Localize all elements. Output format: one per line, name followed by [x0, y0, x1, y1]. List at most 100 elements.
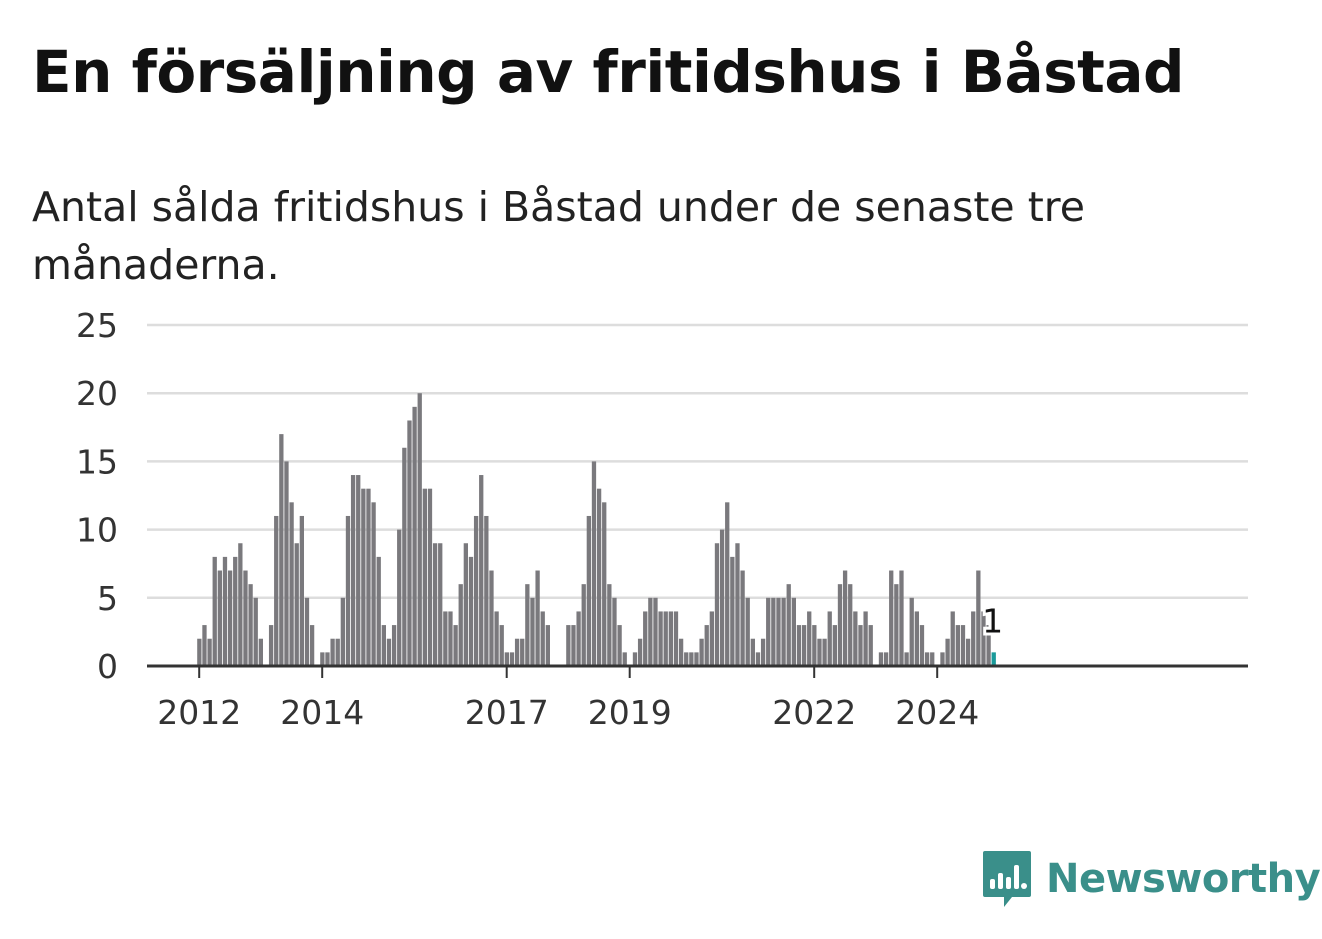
bar — [945, 638, 950, 666]
bar — [479, 475, 484, 666]
bar — [499, 625, 504, 666]
bar — [663, 611, 668, 666]
bar — [268, 625, 274, 666]
bar — [714, 543, 720, 666]
bar — [386, 638, 392, 666]
bar — [340, 597, 345, 666]
bar — [637, 638, 643, 666]
bar — [863, 611, 868, 666]
bar — [914, 611, 919, 666]
bar — [345, 515, 351, 666]
bar — [607, 584, 612, 666]
bar — [755, 652, 761, 666]
bar — [694, 652, 699, 666]
y-axis-labels: 0 5 10 15 20 25 — [76, 306, 118, 686]
bar — [807, 611, 812, 666]
highlight-value-label: 1 — [982, 601, 1003, 640]
bar — [371, 502, 376, 666]
bar — [356, 475, 361, 666]
bar — [448, 611, 453, 666]
x-tick-label: 2022 — [772, 693, 856, 732]
bar — [899, 570, 904, 666]
bar — [217, 570, 222, 666]
bar — [817, 638, 822, 666]
bar — [417, 393, 422, 666]
bar — [786, 584, 791, 666]
bar — [427, 488, 433, 666]
bar — [443, 611, 448, 666]
bar — [832, 625, 837, 666]
bar — [904, 652, 909, 666]
x-axis-labels: 2012 2014 2017 2019 2022 2024 — [157, 693, 979, 732]
x-tick-label: 2014 — [280, 693, 364, 732]
bar — [730, 556, 735, 666]
bar — [735, 543, 740, 666]
bar — [202, 625, 207, 666]
bar — [279, 434, 284, 666]
bar — [509, 652, 515, 666]
bar — [207, 638, 212, 666]
bar — [586, 515, 591, 666]
bar — [284, 461, 289, 666]
bar — [243, 570, 248, 666]
bar — [432, 543, 438, 666]
bar — [858, 625, 863, 666]
bar — [981, 611, 986, 666]
bar — [330, 638, 335, 666]
bar — [848, 584, 853, 666]
bar — [745, 597, 750, 666]
bar — [837, 584, 843, 666]
newsworthy-logo-icon — [983, 851, 1031, 907]
bar — [617, 625, 622, 666]
x-axis — [147, 664, 1248, 678]
bar — [704, 625, 709, 666]
bar — [684, 652, 689, 666]
bar — [827, 611, 832, 666]
bar — [494, 611, 499, 666]
bar — [689, 652, 694, 666]
y-tick-label: 25 — [76, 306, 118, 345]
bar — [325, 652, 330, 666]
bar — [545, 625, 550, 666]
bar — [309, 625, 315, 666]
bar — [991, 652, 996, 666]
bar — [402, 447, 407, 666]
bar — [361, 488, 366, 666]
bar — [673, 611, 679, 666]
bar — [853, 611, 858, 666]
bar — [955, 625, 960, 666]
bar — [581, 584, 586, 666]
bar — [760, 638, 766, 666]
x-tick-label: 2012 — [157, 693, 241, 732]
bar — [919, 625, 925, 666]
bar — [591, 461, 597, 666]
bar — [699, 638, 704, 666]
bar — [940, 652, 945, 666]
bar — [335, 638, 340, 666]
bar — [212, 556, 217, 666]
bar — [422, 488, 427, 666]
bar — [294, 543, 299, 666]
bar — [253, 597, 258, 666]
bar — [791, 597, 796, 666]
bar — [668, 611, 673, 666]
bar — [643, 611, 648, 666]
bar — [781, 597, 786, 666]
bar — [376, 556, 381, 666]
x-tick-label: 2019 — [588, 693, 672, 732]
annotations: 1 — [979, 598, 1006, 643]
bar — [576, 611, 581, 666]
bar — [530, 597, 535, 666]
brand-logo: Newsworthy — [982, 848, 1321, 910]
bar — [299, 515, 304, 666]
bar — [412, 406, 417, 666]
bar — [889, 570, 894, 666]
bar — [822, 638, 827, 666]
bar — [771, 597, 776, 666]
bar — [468, 556, 474, 666]
bar — [653, 597, 658, 666]
bar — [304, 597, 310, 666]
bar — [894, 584, 899, 666]
bar — [986, 625, 991, 666]
bar — [965, 638, 971, 666]
